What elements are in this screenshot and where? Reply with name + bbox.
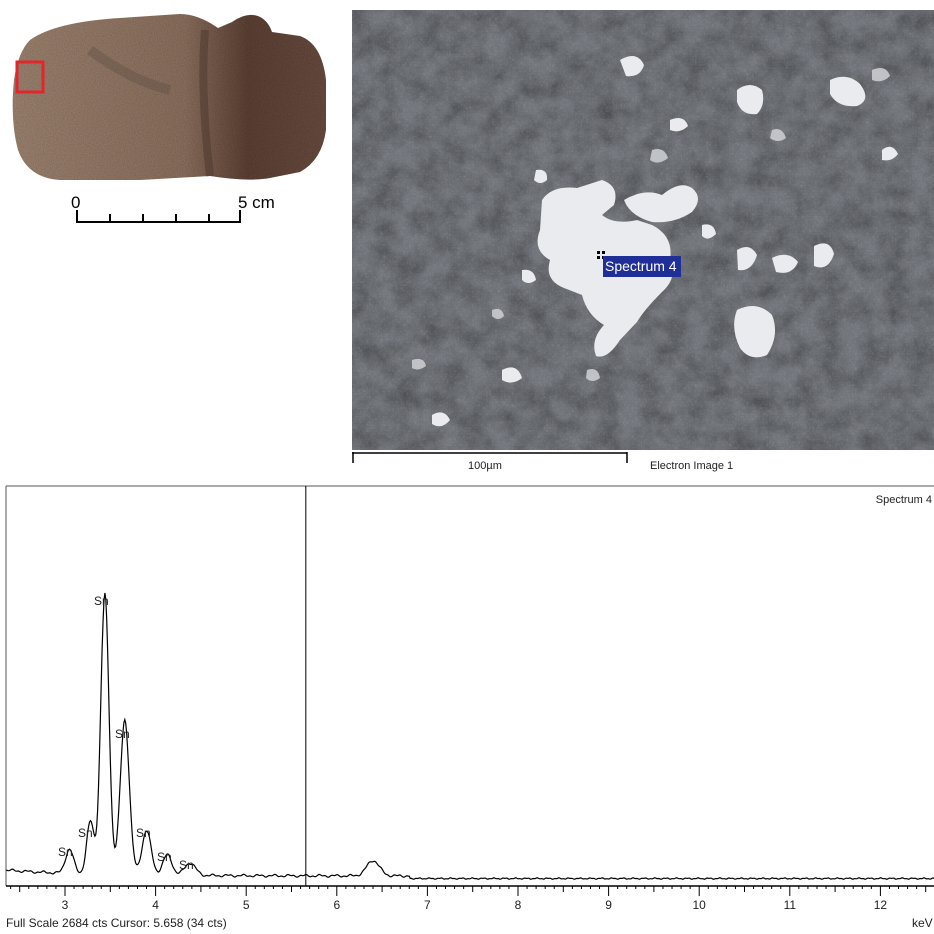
peak-label-sn-lg1: Sn bbox=[157, 850, 172, 864]
photo-scale-bar bbox=[76, 210, 241, 223]
x-major-ticks bbox=[64, 886, 881, 896]
eds-spectrum-panel: Spectrum 4 Sn Sn Sn Sn Sn Sn Sn 3 4 5 6 … bbox=[0, 480, 934, 934]
sem-image-svg bbox=[352, 10, 934, 450]
x-minor-ticks bbox=[10, 886, 927, 892]
x-unit-label: keV bbox=[912, 916, 933, 930]
spectrum-title: Spectrum 4 bbox=[875, 494, 932, 506]
peak-label-sn-lb2: Sn bbox=[136, 826, 151, 840]
peak-label-sn-la: Sn bbox=[94, 594, 109, 608]
x-tick-label: 3 bbox=[61, 898, 69, 912]
x-tick-label: 7 bbox=[424, 898, 431, 912]
artifact-photo: 0 5 cm bbox=[0, 0, 340, 240]
peak-label-sn-1: Sn bbox=[58, 845, 73, 859]
eds-spectrum-chart bbox=[5, 485, 934, 896]
spectrum-marker-label: Spectrum 4 bbox=[603, 256, 681, 277]
sem-scale-label: 100µm bbox=[468, 460, 502, 472]
sem-image bbox=[352, 10, 934, 450]
peak-label-sn-lb1: Sn bbox=[115, 727, 130, 741]
electron-image-title: Electron Image 1 bbox=[650, 460, 734, 472]
status-line: Full Scale 2684 cts Cursor: 5.658 (34 ct… bbox=[6, 916, 227, 930]
scale-end-label: 5 cm bbox=[238, 193, 275, 212]
sem-scale-bar bbox=[352, 452, 628, 463]
x-tick-label: 10 bbox=[692, 898, 706, 912]
x-tick-label: 5 bbox=[242, 898, 250, 912]
stone-axe-body bbox=[12, 14, 327, 180]
x-tick-label: 4 bbox=[152, 898, 159, 912]
sample-area-highlight bbox=[15, 60, 45, 94]
x-tick-label: 9 bbox=[605, 898, 612, 912]
stone-axe-groove bbox=[199, 29, 214, 177]
artifact-photo-svg bbox=[12, 14, 327, 223]
x-tick-label: 8 bbox=[514, 898, 522, 912]
scale-start-label: 0 bbox=[71, 193, 81, 212]
x-tick-label: 11 bbox=[783, 898, 797, 912]
x-tick-label: 6 bbox=[333, 898, 341, 912]
peak-label-sn-lg2: Sn bbox=[179, 858, 194, 872]
spectrum-line bbox=[6, 592, 934, 880]
peak-label-sn-ll: Sn bbox=[78, 826, 93, 840]
x-tick-label: 12 bbox=[873, 898, 888, 912]
